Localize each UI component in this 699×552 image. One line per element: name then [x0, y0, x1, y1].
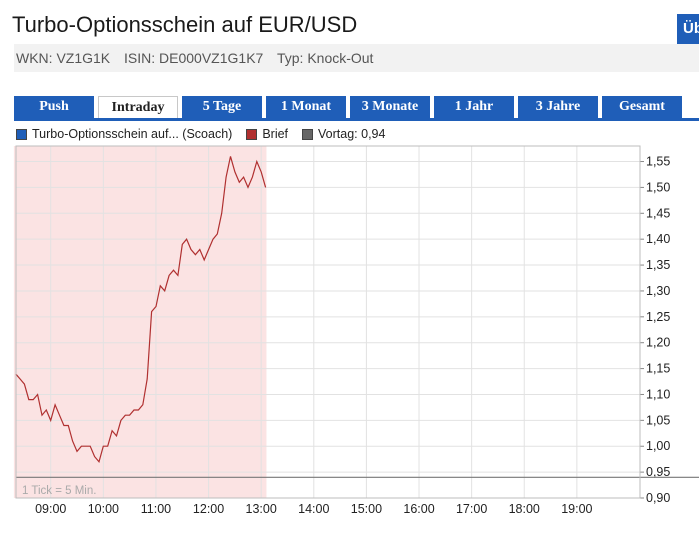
y-tick-label: 1,00: [646, 439, 670, 453]
y-tick-label: 1,40: [646, 232, 670, 246]
isin-label: ISIN: DE000VZ1G1K7: [124, 50, 264, 66]
wkn-label: WKN: VZ1G1K: [16, 50, 111, 66]
x-tick-label: 09:00: [35, 502, 66, 516]
page-title: Turbo-Optionsschein auf EUR/USD: [12, 12, 358, 37]
x-tick-label: 18:00: [509, 502, 540, 516]
legend-item-vortag[interactable]: Vortag: 0,94: [302, 127, 385, 141]
tick-interval-note: 1 Tick = 5 Min.: [22, 485, 96, 497]
session-shading: [13, 146, 267, 498]
legend-item-brief[interactable]: Brief: [246, 127, 288, 141]
tab-1-jahr[interactable]: 1 Jahr: [434, 96, 514, 118]
plot-border: [15, 145, 641, 499]
tab-3-monate[interactable]: 3 Monate: [350, 96, 430, 118]
x-tick-label: 15:00: [351, 502, 382, 516]
y-tick-label: 1,55: [646, 155, 670, 169]
tab-1-monat[interactable]: 1 Monat: [266, 96, 346, 118]
x-tick-label: 11:00: [141, 502, 171, 516]
legend-label-vortag: Vortag: 0,94: [318, 127, 386, 141]
legend-swatch-vortag: [302, 128, 314, 140]
y-tick-label: 0,95: [646, 465, 670, 479]
tab-5-tage[interactable]: 5 Tage: [182, 96, 262, 118]
timeframe-tabs: Push Intraday 5 Tage 1 Monat 3 Monate 1 …: [14, 96, 699, 121]
y-tick-label: 1,20: [646, 336, 670, 350]
type-label: Typ: Knock-Out: [276, 50, 374, 66]
x-tick-label: 12:00: [193, 502, 224, 516]
y-tick-label: 1,10: [646, 387, 670, 401]
tab-3-jahre[interactable]: 3 Jahre: [518, 96, 598, 118]
x-tick-label: 19:00: [561, 502, 592, 516]
x-tick-label: 10:00: [88, 502, 119, 516]
legend-label-scoach: Turbo-Optionsschein auf... (Scoach): [32, 127, 233, 141]
y-tick-label: 1,50: [646, 180, 670, 194]
tab-gesamt[interactable]: Gesamt: [602, 96, 682, 118]
x-tick-label: 16:00: [403, 502, 434, 516]
y-tick-label: 1,30: [646, 284, 670, 298]
y-tick-label: 1,35: [646, 258, 670, 272]
x-tick-label: 13:00: [246, 502, 277, 516]
security-info-bar: WKN: VZ1G1K ISIN: DE000VZ1G1K7 Typ: Knoc…: [14, 44, 699, 72]
y-tick-label: 1,45: [646, 206, 670, 220]
tab-push[interactable]: Push: [14, 96, 94, 118]
series-line-brief: [15, 156, 267, 464]
tab-intraday[interactable]: Intraday: [98, 96, 178, 118]
y-tick-label: 1,05: [646, 413, 670, 427]
overview-button[interactable]: Üb: [677, 14, 699, 44]
x-tick-label: 17:00: [456, 502, 487, 516]
legend-item-scoach[interactable]: Turbo-Optionsschein auf... (Scoach): [16, 127, 232, 141]
x-tick-label: 14:00: [298, 502, 329, 516]
legend-swatch-brief: [246, 128, 258, 140]
legend-swatch-scoach: [16, 128, 27, 140]
y-tick-label: 0,90: [646, 491, 670, 505]
y-tick-label: 1,25: [646, 310, 670, 324]
chart-legend: Turbo-Optionsschein auf... (Scoach) Brie…: [16, 126, 399, 142]
legend-label-brief: Brief: [262, 127, 289, 141]
y-tick-label: 1,15: [646, 362, 670, 376]
